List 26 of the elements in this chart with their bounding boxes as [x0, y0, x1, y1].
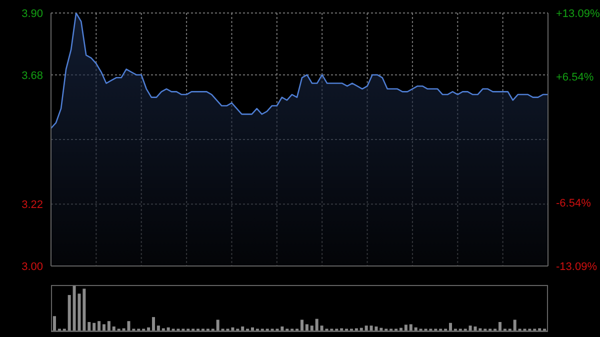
bar [82, 288, 86, 331]
y-tick-label: 3.00 [22, 261, 43, 273]
y2-tick-label: +6.54% [556, 71, 594, 84]
bar [300, 320, 304, 331]
bar [107, 321, 110, 331]
y-tick-label: 3.90 [22, 8, 43, 20]
bar [310, 326, 314, 331]
bar [315, 318, 318, 331]
bar [404, 324, 408, 331]
bar [448, 322, 452, 331]
bar [92, 322, 96, 331]
y2-tick-label: +13.09% [556, 8, 600, 20]
y2-tick-label: -6.54% [556, 198, 592, 210]
y2-tick-label: -13.09% [556, 261, 598, 273]
bar [98, 321, 101, 331]
bar [152, 317, 155, 331]
bar [88, 322, 91, 331]
bar [52, 316, 56, 331]
bar [513, 320, 516, 331]
bar [156, 326, 160, 331]
y-tick-label: 3.22 [22, 199, 43, 212]
bar [68, 295, 71, 331]
y-tick-label: 3.68 [22, 70, 43, 82]
bar [216, 320, 220, 331]
bar [498, 322, 502, 331]
bar [364, 326, 368, 331]
